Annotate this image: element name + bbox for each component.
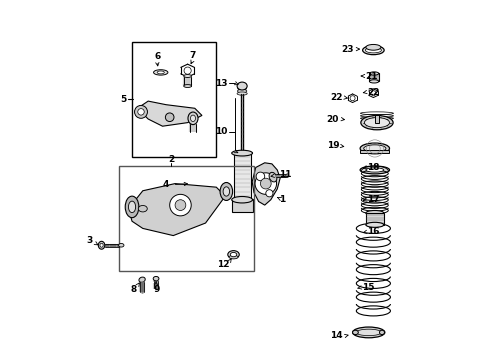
Ellipse shape [237, 82, 247, 90]
Ellipse shape [184, 85, 192, 87]
Ellipse shape [360, 166, 390, 174]
Ellipse shape [188, 112, 198, 125]
Text: 21: 21 [365, 72, 378, 81]
Text: 23: 23 [341, 45, 353, 54]
Text: 14: 14 [330, 332, 343, 341]
Text: 11: 11 [279, 170, 292, 179]
Circle shape [170, 194, 191, 216]
Ellipse shape [360, 143, 390, 154]
Ellipse shape [361, 116, 393, 130]
Text: 13: 13 [216, 79, 228, 88]
Ellipse shape [369, 80, 379, 83]
Ellipse shape [366, 48, 381, 53]
Ellipse shape [223, 187, 230, 196]
Bar [120, 166, 254, 271]
Ellipse shape [365, 118, 390, 128]
Ellipse shape [100, 243, 103, 247]
Ellipse shape [228, 251, 239, 258]
Bar [132, 42, 216, 157]
Circle shape [256, 172, 265, 181]
Ellipse shape [364, 145, 386, 152]
Polygon shape [252, 163, 280, 205]
Circle shape [138, 109, 144, 115]
Ellipse shape [153, 276, 159, 281]
Ellipse shape [238, 87, 246, 90]
Ellipse shape [230, 252, 237, 257]
Circle shape [135, 105, 147, 118]
Circle shape [175, 200, 186, 211]
Ellipse shape [286, 174, 289, 177]
Polygon shape [128, 184, 225, 235]
Ellipse shape [232, 150, 252, 156]
Ellipse shape [356, 329, 381, 336]
Ellipse shape [353, 327, 385, 338]
Ellipse shape [98, 241, 105, 249]
Text: 22: 22 [367, 87, 379, 96]
Text: 18: 18 [367, 163, 379, 172]
Text: 22: 22 [330, 93, 343, 102]
Ellipse shape [125, 196, 139, 218]
Text: 8: 8 [131, 284, 137, 293]
Text: 3: 3 [86, 237, 92, 246]
Circle shape [166, 113, 174, 122]
Circle shape [260, 178, 271, 189]
Text: 19: 19 [326, 141, 339, 150]
Ellipse shape [157, 71, 164, 74]
Ellipse shape [369, 72, 379, 75]
Ellipse shape [153, 70, 168, 75]
Polygon shape [137, 101, 202, 126]
Text: 7: 7 [190, 51, 196, 60]
Circle shape [255, 173, 276, 194]
Ellipse shape [191, 115, 196, 122]
Ellipse shape [138, 206, 147, 212]
Ellipse shape [269, 172, 277, 182]
Ellipse shape [184, 75, 192, 77]
Ellipse shape [232, 197, 252, 203]
Ellipse shape [379, 330, 385, 334]
Ellipse shape [220, 183, 233, 201]
Ellipse shape [366, 44, 381, 50]
Text: 20: 20 [327, 114, 339, 123]
Text: 1: 1 [279, 195, 286, 204]
Ellipse shape [353, 330, 358, 334]
Text: 4: 4 [162, 180, 169, 189]
Bar [375, 115, 379, 123]
Ellipse shape [366, 168, 384, 172]
Bar [232, 199, 253, 212]
Bar [361, 150, 389, 153]
Ellipse shape [139, 277, 145, 282]
Ellipse shape [366, 222, 384, 227]
Text: 2: 2 [169, 155, 174, 164]
Bar [369, 73, 379, 81]
Text: 16: 16 [367, 228, 379, 237]
Ellipse shape [119, 243, 124, 247]
Bar [234, 153, 251, 200]
Ellipse shape [238, 89, 247, 93]
Text: 12: 12 [217, 260, 230, 269]
Text: 10: 10 [216, 127, 228, 136]
Bar [366, 213, 384, 225]
Ellipse shape [363, 46, 384, 55]
Ellipse shape [229, 255, 238, 259]
Text: 5: 5 [121, 95, 127, 104]
Circle shape [266, 190, 273, 197]
Text: 15: 15 [362, 283, 374, 292]
Ellipse shape [237, 92, 247, 95]
Ellipse shape [366, 211, 384, 216]
Text: 9: 9 [154, 284, 160, 293]
Text: 6: 6 [154, 52, 160, 61]
Ellipse shape [128, 201, 136, 213]
Text: 17: 17 [367, 195, 380, 204]
